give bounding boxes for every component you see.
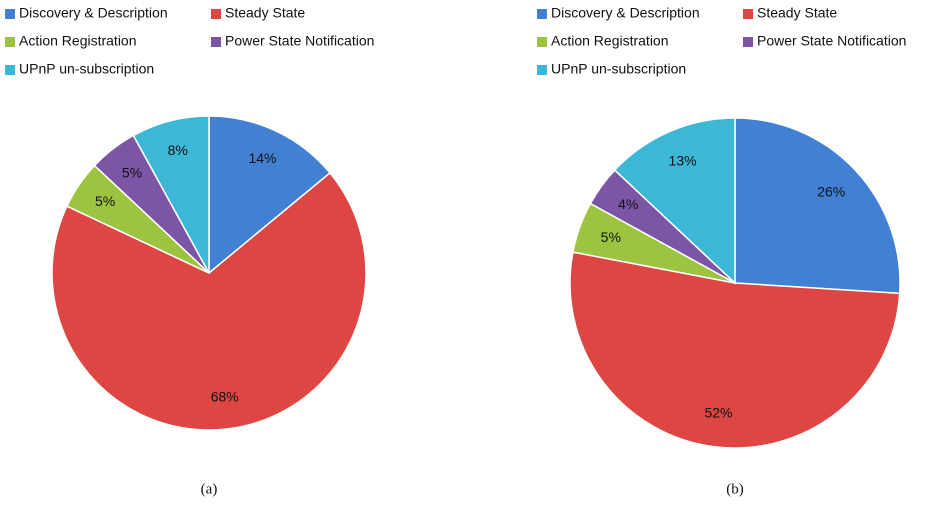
legend-swatch (537, 65, 547, 75)
legend-swatch (537, 37, 547, 47)
legend-label: UPnP un-subscription (551, 61, 686, 77)
caption: (b) (726, 481, 744, 497)
legend-swatch (5, 37, 15, 47)
slice-label: 26% (817, 183, 845, 199)
legend-swatch (211, 37, 221, 47)
legend-label: UPnP un-subscription (19, 61, 154, 77)
slice-label: 68% (211, 388, 239, 404)
legend-swatch (743, 9, 753, 19)
legend-label: Steady State (757, 5, 837, 21)
pie-slice (734, 117, 901, 295)
slice-label: 5% (601, 229, 621, 245)
legend-swatch (743, 37, 753, 47)
legend-label: Action Registration (19, 33, 137, 49)
caption: (a) (201, 481, 218, 497)
slice-label: 13% (669, 153, 697, 169)
legend-label: Discovery & Description (19, 5, 168, 21)
slice-label: 5% (95, 193, 115, 209)
legend-label: Steady State (225, 5, 305, 21)
legend-label: Power State Notification (757, 33, 906, 49)
pie-slice (613, 117, 736, 285)
legend-swatch (211, 9, 221, 19)
pie-slice (208, 115, 332, 275)
slice-label: 4% (618, 196, 638, 212)
legend-swatch (5, 65, 15, 75)
slice-label: 14% (248, 150, 276, 166)
slice-label: 5% (122, 164, 142, 180)
legend-label: Power State Notification (225, 33, 374, 49)
legend-swatch (5, 9, 15, 19)
legend-label: Discovery & Description (551, 5, 700, 21)
legend-swatch (537, 9, 547, 19)
pie-slice (51, 171, 367, 431)
pie-slice (132, 115, 210, 274)
pie-slice (569, 251, 901, 449)
legend-label: Action Registration (551, 33, 669, 49)
slice-label: 8% (168, 142, 188, 158)
slice-label: 52% (704, 405, 732, 421)
